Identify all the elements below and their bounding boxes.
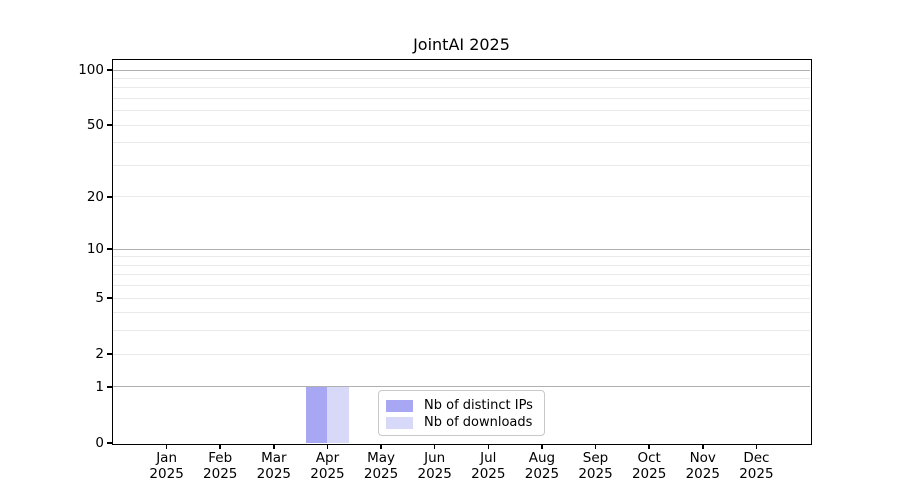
x-tick-mark — [326, 444, 329, 449]
legend-item-downloads: Nb of downloads — [386, 414, 536, 431]
x-tick-label: Apr 2025 — [310, 450, 345, 482]
gridline-major — [113, 69, 810, 71]
bar-nb-of-downloads-apr-2025 — [327, 386, 349, 443]
gridline-minor — [113, 87, 810, 89]
gridline-minor — [113, 285, 810, 287]
x-tick-label: May 2025 — [363, 450, 399, 482]
y-tick-mark — [106, 386, 112, 388]
x-tick-label: Feb 2025 — [203, 450, 238, 482]
gridline-minor — [113, 164, 810, 166]
x-tick-mark — [273, 444, 275, 449]
x-tick-label: Nov 2025 — [685, 450, 720, 482]
x-tick-label: Jun 2025 — [417, 450, 452, 482]
gridline-minor — [113, 353, 810, 355]
legend-label-downloads: Nb of downloads — [424, 415, 533, 430]
y-tick-mark — [106, 124, 112, 126]
gridline-minor — [113, 297, 810, 299]
y-tick-mark — [106, 442, 112, 444]
gridline-minor — [113, 274, 810, 276]
x-tick-mark — [541, 444, 543, 449]
y-tick-mark — [106, 353, 112, 355]
legend-swatch-downloads — [386, 416, 413, 429]
x-tick-mark — [433, 444, 436, 449]
gridline-major — [113, 386, 810, 388]
y-tick-mark — [106, 297, 112, 299]
gridline-minor — [113, 256, 810, 258]
gridline-minor — [113, 124, 810, 126]
gridline-minor — [113, 330, 810, 332]
x-tick-label: Oct 2025 — [631, 450, 667, 482]
x-tick-mark — [755, 444, 758, 449]
x-tick-label: Aug 2025 — [524, 450, 560, 482]
x-tick-label: Dec 2025 — [739, 450, 774, 482]
x-tick-mark — [594, 444, 597, 449]
x-tick-mark — [380, 444, 382, 449]
x-tick-mark — [487, 444, 490, 449]
x-tick-mark — [648, 444, 650, 449]
gridline-minor — [113, 110, 810, 112]
chart-title: JointAI 2025 — [413, 35, 510, 54]
y-tick-label: 2 — [95, 346, 104, 363]
gridline-minor — [113, 142, 810, 144]
gridline-major — [113, 248, 810, 250]
bar-nb-of-distinct-ips-apr-2025 — [305, 386, 328, 443]
gridline-minor — [113, 77, 810, 79]
gridline-minor — [113, 97, 810, 99]
y-tick-mark — [106, 69, 112, 71]
y-tick-label: 10 — [86, 241, 104, 258]
x-tick-label: Jan 2025 — [149, 450, 184, 482]
legend: Nb of distinct IPs Nb of downloads — [378, 390, 545, 436]
y-tick-label: 0 — [95, 435, 104, 451]
y-tick-label: 1 — [95, 378, 104, 395]
x-tick-label: Jul 2025 — [471, 450, 506, 482]
gridline-minor — [113, 264, 810, 266]
legend-item-distinct-ips: Nb of distinct IPs — [386, 397, 536, 414]
x-tick-mark — [702, 444, 704, 449]
x-tick-mark — [165, 444, 168, 449]
legend-swatch-distinct-ips — [386, 399, 413, 412]
x-tick-label: Mar 2025 — [256, 450, 292, 482]
y-tick-mark — [106, 248, 112, 250]
y-tick-label: 5 — [95, 290, 104, 307]
x-tick-label: Sep 2025 — [578, 450, 613, 482]
gridline-minor — [113, 312, 810, 314]
gridline-minor — [113, 196, 810, 198]
y-tick-label: 100 — [78, 62, 104, 78]
y-tick-mark — [106, 196, 112, 198]
y-tick-label: 20 — [86, 188, 104, 205]
legend-label-distinct-ips: Nb of distinct IPs — [424, 398, 533, 413]
x-tick-mark — [219, 444, 221, 449]
y-tick-label: 50 — [86, 117, 104, 134]
